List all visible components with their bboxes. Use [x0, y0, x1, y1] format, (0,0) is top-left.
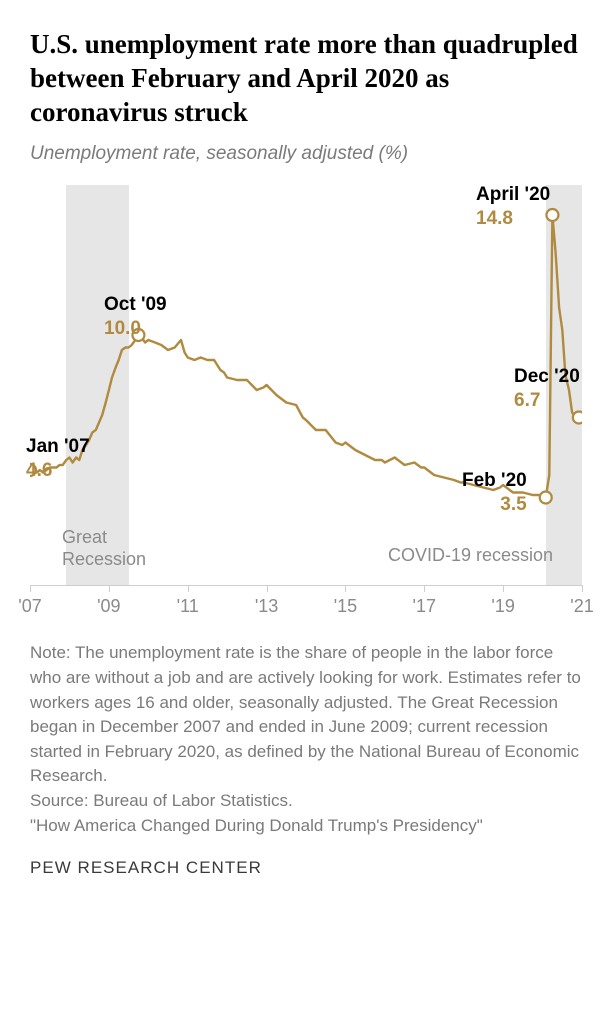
data-annotation: Oct '0910.0: [104, 293, 167, 341]
x-axis: '07'09'11'13'15'17'19'21: [30, 585, 582, 625]
annotation-date: Jan '07: [26, 435, 90, 459]
annotation-value: 14.8: [476, 207, 550, 231]
chart-subtitle: Unemployment rate, seasonally adjusted (…: [30, 143, 582, 165]
annotation-value: 4.6: [26, 459, 90, 483]
data-annotation: Dec '206.7: [514, 365, 580, 413]
annotation-date: Feb '20: [462, 469, 527, 493]
chart-title: U.S. unemployment rate more than quadrup…: [30, 28, 582, 129]
x-tick-label: '11: [177, 596, 199, 617]
chart-container: GreatRecessionCOVID-19 recessionJan '074…: [30, 185, 582, 625]
data-annotation: Feb '203.5: [462, 469, 527, 517]
chart-credit: "How America Changed During Donald Trump…: [30, 814, 582, 839]
chart-source: Source: Bureau of Labor Statistics.: [30, 789, 582, 814]
data-marker: [573, 412, 582, 424]
annotation-date: Oct '09: [104, 293, 167, 317]
x-tick: [345, 585, 346, 592]
x-tick: [267, 585, 268, 592]
x-tick-label: '19: [491, 596, 514, 617]
x-axis-line: [30, 585, 582, 586]
x-tick: [582, 585, 583, 592]
x-tick: [30, 585, 31, 592]
data-marker: [540, 492, 552, 504]
line-chart-svg: [30, 185, 582, 585]
x-tick-label: '21: [570, 596, 593, 617]
x-tick-label: '17: [413, 596, 436, 617]
data-annotation: April '2014.8: [476, 183, 550, 231]
x-tick-label: '15: [334, 596, 357, 617]
chart-note: Note: The unemployment rate is the share…: [30, 641, 582, 789]
annotation-value: 6.7: [514, 389, 580, 413]
unemployment-line: [30, 215, 579, 498]
data-annotation: Jan '074.6: [26, 435, 90, 483]
x-tick: [109, 585, 110, 592]
x-tick: [424, 585, 425, 592]
x-tick-label: '07: [18, 596, 41, 617]
annotation-date: Dec '20: [514, 365, 580, 389]
x-tick: [188, 585, 189, 592]
x-tick: [503, 585, 504, 592]
brand-attribution: PEW RESEARCH CENTER: [30, 858, 582, 878]
annotation-value: 3.5: [462, 493, 527, 517]
plot-area: GreatRecessionCOVID-19 recessionJan '074…: [30, 185, 582, 585]
annotation-value: 10.0: [104, 317, 167, 341]
x-tick-label: '13: [255, 596, 278, 617]
annotation-date: April '20: [476, 183, 550, 207]
x-tick-label: '09: [97, 596, 120, 617]
